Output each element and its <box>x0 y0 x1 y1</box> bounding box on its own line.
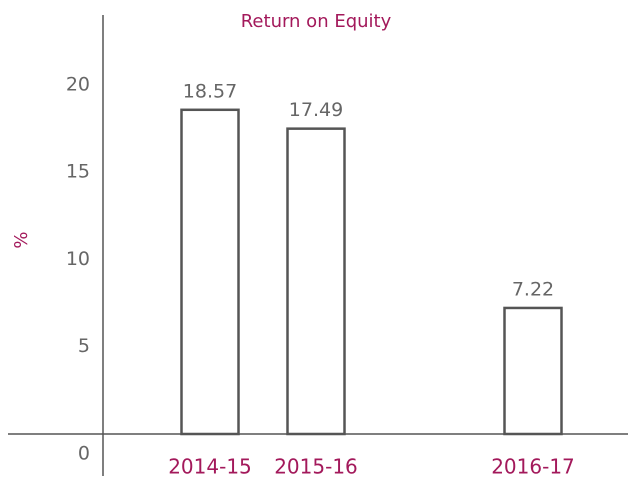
data-label: 18.57 <box>183 80 237 102</box>
y-tick-label: 5 <box>78 335 90 357</box>
bar <box>180 108 240 436</box>
y-tick-label: 10 <box>66 248 90 270</box>
data-label: 17.49 <box>289 99 343 121</box>
x-tick-label: 2016-17 <box>491 455 575 479</box>
bar <box>286 127 346 436</box>
x-tick-label: 2014-15 <box>168 455 252 479</box>
y-tick-label: 15 <box>66 161 90 183</box>
x-tick-label: 2015-16 <box>274 455 358 479</box>
y-axis-label: % <box>11 231 32 248</box>
data-label: 7.22 <box>512 278 554 300</box>
chart-title: Return on Equity <box>241 11 392 32</box>
y-tick-label: 0 <box>78 443 90 465</box>
y-tick-label: 20 <box>66 73 90 95</box>
bar <box>503 306 563 436</box>
